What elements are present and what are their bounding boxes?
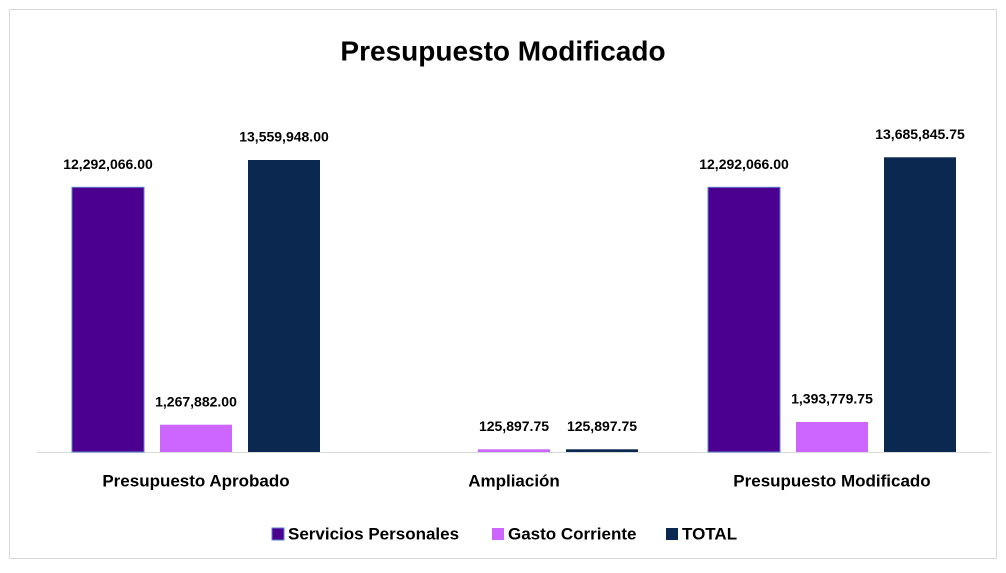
data-label: 1,267,882.00: [155, 393, 237, 409]
bar: [248, 160, 320, 452]
legend-label: TOTAL: [682, 524, 737, 543]
data-label: 13,559,948.00: [239, 129, 329, 145]
bar: [566, 449, 638, 452]
data-label: 13,685,845.75: [875, 126, 965, 142]
bar: [796, 421, 868, 452]
chart-frame: [9, 9, 997, 559]
data-label: 12,292,066.00: [63, 156, 153, 172]
data-label: 1,393,779.75: [791, 391, 873, 407]
x-tick-label: Presupuesto Modificado: [733, 471, 930, 490]
legend-label: Gasto Corriente: [508, 524, 636, 543]
legend-swatch: [666, 528, 678, 540]
x-tick-label: Ampliación: [468, 471, 560, 490]
bar: [884, 157, 956, 452]
bar: [71, 186, 145, 453]
legend-swatch: [492, 528, 504, 540]
x-tick-label: Presupuesto Aprobado: [102, 471, 289, 490]
legend-label: Servicios Personales: [288, 524, 459, 543]
data-label: 125,897.75: [479, 418, 549, 434]
bar: [478, 449, 550, 452]
legend-swatch: [271, 527, 285, 541]
bar: [160, 424, 232, 452]
chart-title: Presupuesto Modificado: [340, 35, 665, 66]
data-label: 12,292,066.00: [699, 156, 789, 172]
bar: [707, 186, 781, 453]
data-label: 125,897.75: [567, 418, 637, 434]
